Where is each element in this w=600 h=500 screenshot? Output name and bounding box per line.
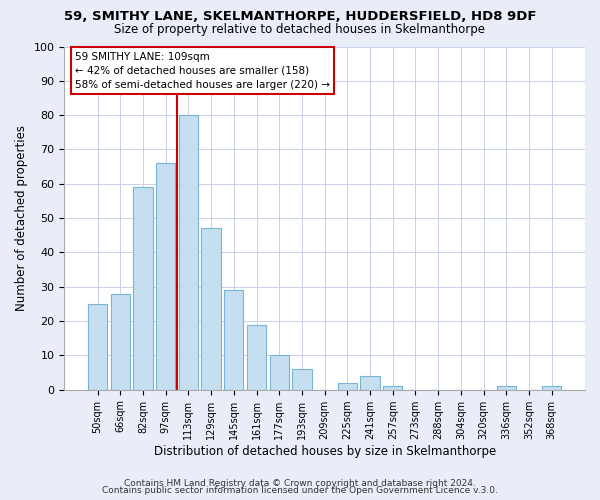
X-axis label: Distribution of detached houses by size in Skelmanthorpe: Distribution of detached houses by size … — [154, 444, 496, 458]
Text: Contains HM Land Registry data © Crown copyright and database right 2024.: Contains HM Land Registry data © Crown c… — [124, 478, 476, 488]
Bar — [361, 376, 380, 390]
Bar — [497, 386, 516, 390]
Bar — [542, 386, 562, 390]
Bar — [292, 369, 311, 390]
Bar — [338, 383, 357, 390]
Y-axis label: Number of detached properties: Number of detached properties — [15, 125, 28, 311]
Bar — [383, 386, 403, 390]
Bar — [133, 187, 152, 390]
Bar — [179, 115, 198, 390]
Bar — [88, 304, 107, 390]
Text: 59 SMITHY LANE: 109sqm
← 42% of detached houses are smaller (158)
58% of semi-de: 59 SMITHY LANE: 109sqm ← 42% of detached… — [74, 52, 329, 90]
Bar — [224, 290, 244, 390]
Text: Contains public sector information licensed under the Open Government Licence v.: Contains public sector information licen… — [102, 486, 498, 495]
Bar — [247, 324, 266, 390]
Bar — [269, 356, 289, 390]
Bar — [110, 294, 130, 390]
Bar — [156, 163, 175, 390]
Text: Size of property relative to detached houses in Skelmanthorpe: Size of property relative to detached ho… — [115, 22, 485, 36]
Bar — [202, 228, 221, 390]
Text: 59, SMITHY LANE, SKELMANTHORPE, HUDDERSFIELD, HD8 9DF: 59, SMITHY LANE, SKELMANTHORPE, HUDDERSF… — [64, 10, 536, 23]
